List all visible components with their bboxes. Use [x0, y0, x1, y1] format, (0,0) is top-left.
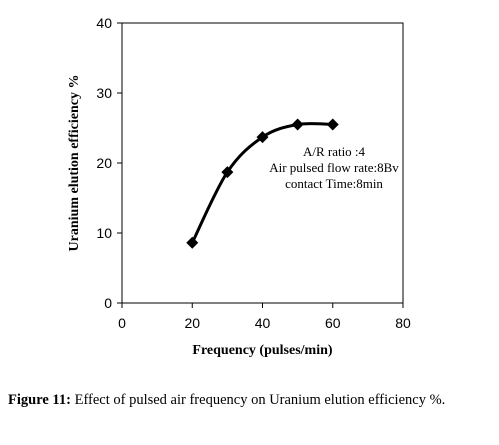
y-tick-label: 20 [96, 155, 112, 171]
axis-ticks: 0 20 40 60 80 0 10 20 30 40 [96, 15, 411, 331]
y-tick-label: 30 [96, 85, 112, 101]
y-tick-label: 10 [96, 225, 112, 241]
x-tick-label: 0 [118, 315, 126, 331]
data-point-marker [291, 118, 304, 131]
y-tick-label: 0 [104, 295, 112, 311]
data-point-marker [256, 131, 269, 144]
x-tick-label: 40 [255, 315, 271, 331]
annotation-box: A/R ratio :4 Air pulsed flow rate:8Bv co… [269, 144, 399, 191]
line-chart: 0 20 40 60 80 0 10 20 30 40 Frequency (pulses/min… [67, 15, 411, 358]
annotation-line-ar-ratio: A/R ratio :4 [303, 144, 366, 159]
caption-text: Effect of pulsed air frequency on Uraniu… [70, 392, 446, 408]
data-point-marker [186, 236, 199, 249]
figure-caption: Figure 11: Effect of pulsed air frequenc… [8, 391, 492, 410]
x-tick-label: 20 [184, 315, 200, 331]
annotation-line-contact-time: contact Time:8min [285, 176, 383, 191]
data-point-marker [221, 166, 234, 179]
chart-figure: 0 20 40 60 80 0 10 20 30 40 Frequency (pulses/min… [67, 15, 411, 358]
y-axis-title: Uranium elution efficiency % [67, 75, 82, 252]
annotation-line-flow-rate: Air pulsed flow rate:8Bv [269, 160, 399, 175]
x-tick-label: 80 [395, 315, 411, 331]
y-tick-label: 40 [96, 15, 112, 31]
series-layer [186, 118, 339, 249]
caption-label: Figure 11: [8, 392, 71, 408]
x-axis-title: Frequency (pulses/min) [192, 343, 332, 358]
data-point-marker [326, 118, 339, 131]
x-tick-label: 60 [325, 315, 341, 331]
